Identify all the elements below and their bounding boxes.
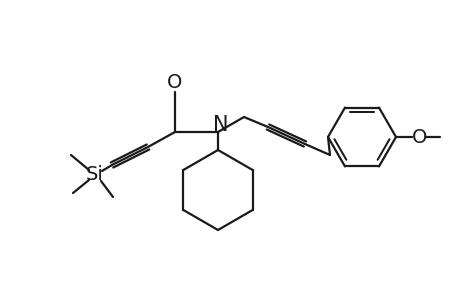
Text: O: O <box>167 73 182 92</box>
Text: Si: Si <box>86 166 104 184</box>
Text: O: O <box>411 128 427 146</box>
Text: N: N <box>213 115 228 135</box>
